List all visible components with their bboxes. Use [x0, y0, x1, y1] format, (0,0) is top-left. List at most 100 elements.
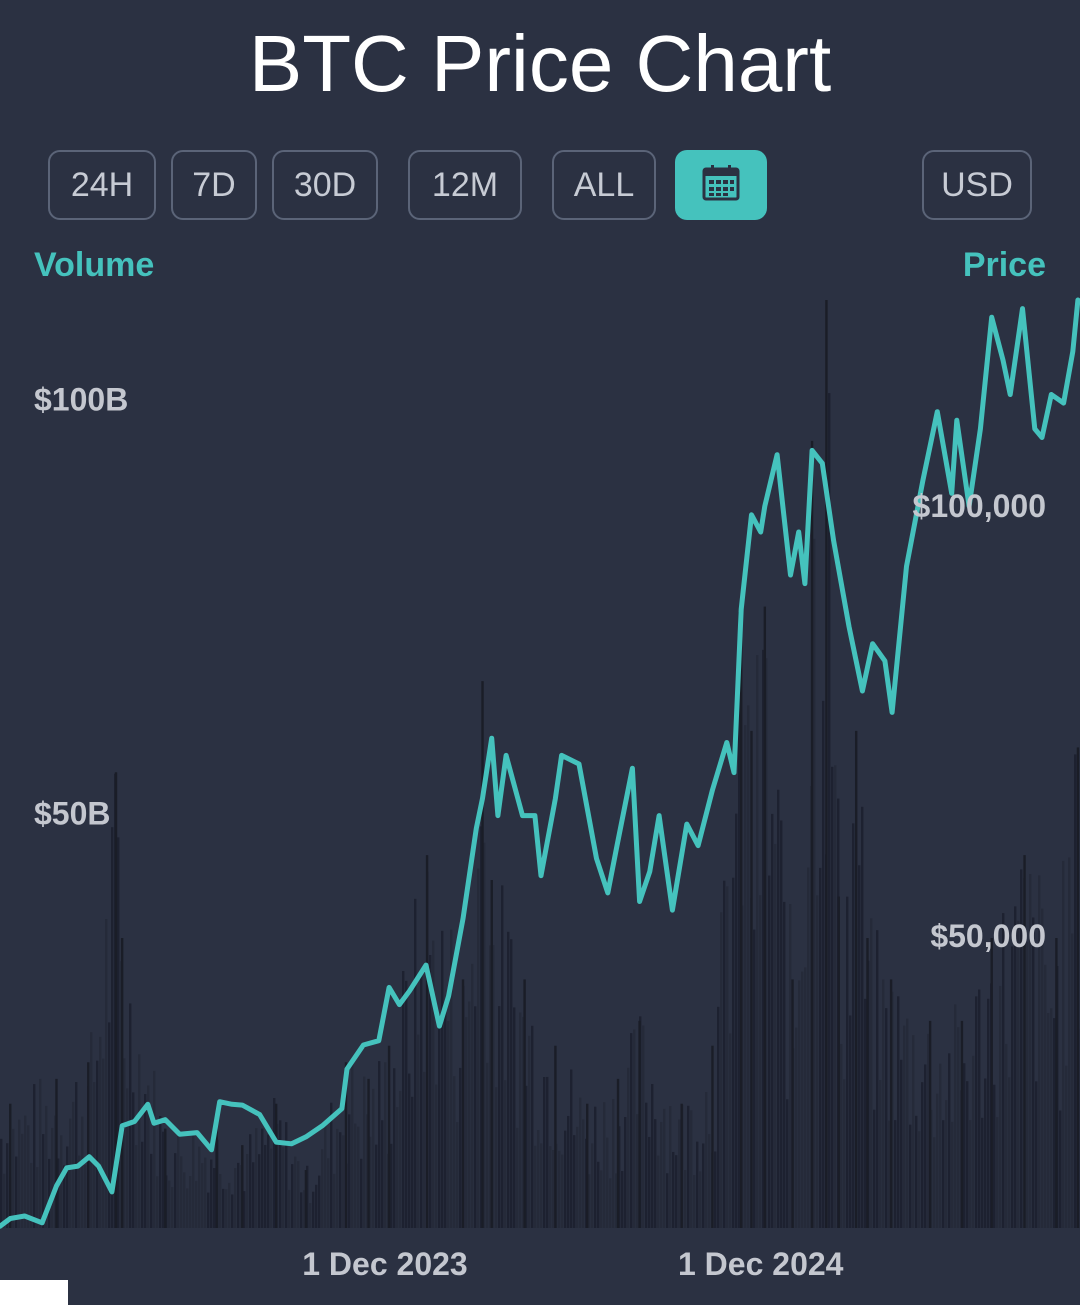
- volume-bar: [756, 655, 759, 1228]
- volume-bar: [105, 919, 108, 1228]
- volume-bar: [888, 1120, 891, 1228]
- range-button-7d[interactable]: 7D: [171, 150, 257, 220]
- volume-bar: [591, 1143, 594, 1228]
- volume-bar: [393, 1068, 396, 1228]
- volume-bar: [675, 1155, 678, 1228]
- volume-bar: [615, 1173, 618, 1228]
- volume-bar: [363, 1076, 366, 1228]
- volume-bar: [774, 843, 777, 1228]
- volume-peak-bar: [825, 300, 828, 1228]
- volume-bar: [636, 1114, 639, 1228]
- volume-bar: [1014, 906, 1017, 1228]
- volume-bar: [312, 1191, 315, 1228]
- volume-bar: [138, 1054, 141, 1228]
- volume-peak-bar: [791, 979, 794, 1228]
- volume-peak-bar: [928, 1020, 932, 1228]
- volume-bar: [414, 898, 417, 1228]
- range-button-30d[interactable]: 30D: [272, 150, 378, 220]
- volume-bar: [243, 1191, 246, 1228]
- volume-bar: [360, 1158, 363, 1228]
- volume-bar: [999, 985, 1002, 1228]
- volume-bar: [993, 1084, 996, 1228]
- volume-peak-bar: [55, 1078, 58, 1228]
- range-button-24h[interactable]: 24H: [48, 150, 156, 220]
- volume-bar: [204, 1157, 207, 1228]
- volume-bar: [516, 1127, 519, 1228]
- volume-bar: [168, 1180, 171, 1228]
- volume-bar: [39, 1078, 42, 1228]
- volume-bar: [402, 970, 405, 1228]
- volume-bar: [450, 929, 453, 1228]
- volume-bar: [303, 1190, 306, 1228]
- volume-bar: [42, 1134, 45, 1228]
- calendar-button[interactable]: [675, 150, 767, 220]
- bottom-sheet-tab[interactable]: [0, 1280, 68, 1305]
- volume-bar: [411, 1096, 414, 1228]
- volume-bar: [909, 1124, 912, 1228]
- volume-bar: [156, 1176, 159, 1228]
- volume-peak-bar: [586, 1103, 589, 1228]
- volume-peak-bar: [461, 979, 465, 1228]
- volume-bar: [453, 1076, 456, 1228]
- volume-bar: [309, 1203, 312, 1228]
- volume-peak-bar: [680, 1103, 683, 1228]
- volume-bar: [189, 1176, 192, 1228]
- volume-bar: [912, 1035, 915, 1228]
- volume-bar: [372, 1088, 375, 1228]
- volume-bar: [534, 1145, 537, 1228]
- volume-bar: [282, 1147, 285, 1228]
- price-volume-chart[interactable]: $100B $50B $100,000 $50,000 1 Dec 2023 1 Dec …: [0, 240, 1080, 1300]
- volume-bar: [1038, 875, 1041, 1228]
- range-button-all[interactable]: ALL: [552, 150, 656, 220]
- volume-bar: [984, 1078, 987, 1228]
- volume-bar: [381, 1120, 384, 1228]
- volume-bar: [3, 1173, 6, 1228]
- volume-bar: [966, 1081, 969, 1228]
- volume-peak-bar: [750, 730, 753, 1228]
- volume-bar: [489, 945, 492, 1228]
- volume-bar: [249, 1134, 252, 1228]
- volume-bar: [288, 1189, 291, 1228]
- volume-bar: [126, 1088, 129, 1228]
- volume-bar: [396, 1107, 399, 1228]
- volume-bar: [570, 1069, 573, 1228]
- volume-bar: [384, 1062, 387, 1228]
- volume-bar: [294, 1156, 297, 1228]
- volume-bar: [693, 1175, 696, 1228]
- volume-bar: [954, 1004, 957, 1228]
- volume-bar: [81, 1116, 84, 1228]
- volume-peak-bar: [810, 440, 814, 1228]
- volume-bar: [819, 867, 822, 1228]
- volume-bar: [783, 901, 786, 1228]
- volume-bar: [846, 896, 849, 1228]
- volume-bar: [690, 1110, 693, 1228]
- volume-bar: [729, 1033, 732, 1228]
- currency-button[interactable]: USD: [922, 150, 1032, 220]
- volume-bar: [501, 885, 504, 1228]
- volume-peak-bar: [960, 1020, 964, 1228]
- volume-bar: [69, 1118, 72, 1228]
- volume-bar: [552, 1150, 555, 1228]
- volume-bar: [663, 1108, 666, 1228]
- volume-peak-bar: [490, 880, 493, 1228]
- volume-peak-bar: [889, 979, 893, 1228]
- volume-bar: [210, 1159, 213, 1228]
- volume-peak-bar: [523, 979, 526, 1228]
- volume-bar: [57, 1158, 60, 1228]
- range-button-12m[interactable]: 12M: [408, 150, 522, 220]
- volume-bar: [732, 877, 735, 1228]
- volume-bar: [939, 1063, 942, 1228]
- volume-bar: [192, 1134, 195, 1228]
- volume-bar: [753, 929, 756, 1228]
- volume-bar: [645, 1102, 648, 1228]
- volume-bar: [357, 1126, 360, 1228]
- volume-bar: [921, 1082, 924, 1228]
- volume-bar: [894, 1120, 897, 1228]
- volume-bar: [642, 1025, 645, 1228]
- volume-bar: [771, 813, 774, 1228]
- volume-bar: [84, 1164, 87, 1228]
- volume-bar: [0, 1138, 3, 1228]
- volume-bar: [714, 1151, 717, 1228]
- volume-peak-bar: [274, 1103, 278, 1228]
- volume-bar: [1065, 1065, 1068, 1228]
